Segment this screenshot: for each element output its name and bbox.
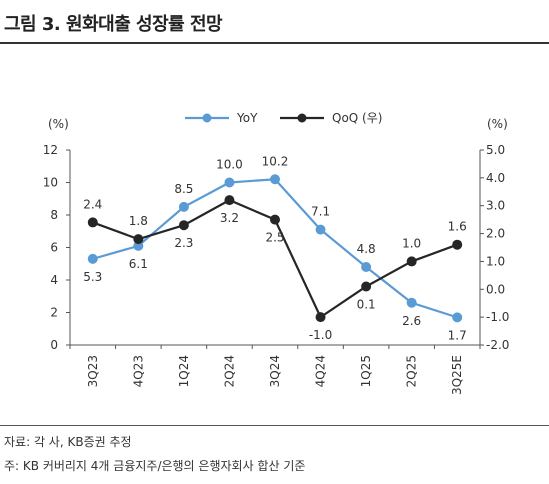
data-point-yoy (452, 312, 463, 323)
y-right-unit: (%) (487, 117, 508, 131)
x-tick-label: 1Q25 (359, 355, 373, 387)
source-note: 자료: 각 사, KB증권 추정 (4, 435, 132, 449)
data-label-qoq: 2.3 (174, 236, 193, 250)
data-label-yoy: 5.3 (83, 270, 102, 284)
y-left-tick-label: 6 (50, 241, 58, 255)
figure-title: 그림 3. 원화대출 성장률 전망 (4, 14, 223, 35)
data-label-qoq: -1.0 (309, 328, 332, 342)
y-left-tick-label: 0 (50, 338, 58, 352)
footnote: 주: KB 커버리지 4개 금융지주/은행의 은행자회사 합산 기준 (4, 459, 306, 473)
legend-label-yoy: YoY (236, 111, 258, 125)
y-left-tick-label: 8 (50, 208, 58, 222)
data-label-qoq: 1.0 (402, 236, 421, 250)
y-right-tick-label: 0.0 (486, 282, 505, 296)
data-point-qoq (315, 312, 326, 323)
footer-rule (0, 425, 549, 426)
data-point-qoq (270, 214, 280, 225)
data-label-qoq: 2.5 (265, 231, 284, 245)
legend-marker-qoq (297, 113, 307, 123)
x-tick-label: 2Q24 (222, 355, 236, 387)
data-point-qoq (224, 195, 235, 206)
x-tick-label: 4Q24 (314, 355, 328, 387)
legend-marker-yoy (202, 113, 212, 123)
y-left-tick-label: 12 (43, 143, 58, 157)
data-label-yoy: 2.6 (402, 314, 421, 328)
y-right-tick-label: 3.0 (486, 199, 505, 213)
x-tick-label: 2Q25 (405, 355, 419, 387)
data-label-yoy: 4.8 (357, 242, 376, 256)
data-point-qoq (87, 217, 98, 228)
data-label-yoy: 10.0 (216, 158, 243, 172)
data-label-yoy: 6.1 (129, 257, 148, 271)
title-rule (0, 42, 549, 44)
data-point-qoq (406, 256, 417, 267)
x-tick-label: 4Q23 (131, 355, 145, 387)
data-point-yoy (87, 253, 98, 264)
y-right-tick-label: 2.0 (486, 227, 505, 241)
x-tick-label: 3Q23 (86, 355, 100, 387)
legend-label-qoq: QoQ (우) (332, 111, 382, 125)
data-point-yoy (361, 262, 372, 272)
data-point-yoy (315, 224, 326, 235)
data-label-yoy: 1.7 (448, 328, 467, 342)
y-right-tick-label: 1.0 (486, 254, 505, 268)
data-point-yoy (406, 297, 417, 308)
x-tick-label: 3Q24 (268, 355, 282, 387)
data-point-yoy (178, 201, 189, 212)
line-chart: 0 2 4 6 8 10 12 -2.0 -1.0 0.0 1.0 2.0 3.0 4.0 5.0 (%) (%… (43, 111, 510, 395)
y-left-tick-label: 10 (43, 176, 58, 190)
data-point-qoq (452, 239, 463, 250)
data-label-qoq: 0.1 (357, 298, 376, 312)
y-right-tick-label: -1.0 (486, 310, 509, 324)
data-label-qoq: 3.2 (220, 211, 239, 225)
y-right-tick-label: 4.0 (486, 171, 505, 185)
data-point-yoy (224, 177, 235, 188)
data-label-qoq: 1.8 (129, 214, 148, 228)
data-point-qoq (178, 220, 189, 231)
y-right-tick-label: -2.0 (486, 338, 509, 352)
data-label-qoq: 1.6 (448, 220, 467, 234)
data-point-qoq (361, 281, 372, 292)
x-tick-label: 3Q25E (450, 355, 464, 395)
data-point-yoy (270, 174, 280, 185)
data-point-qoq (133, 234, 144, 245)
y-left-unit: (%) (48, 117, 69, 131)
data-label-qoq: 2.4 (83, 197, 102, 211)
y-left-tick-label: 4 (50, 273, 58, 287)
x-tick-label: 1Q24 (177, 355, 191, 387)
y-right-tick-label: 5.0 (486, 143, 505, 157)
data-label-yoy: 8.5 (174, 182, 193, 196)
data-label-yoy: 7.1 (311, 205, 330, 219)
y-left-tick-label: 2 (50, 306, 58, 320)
data-label-yoy: 10.2 (262, 154, 289, 168)
